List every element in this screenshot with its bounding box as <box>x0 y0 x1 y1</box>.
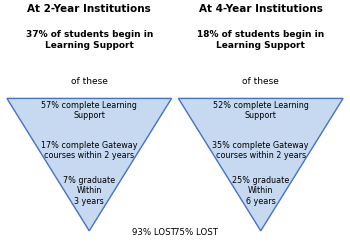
Polygon shape <box>7 98 172 231</box>
Text: 25% graduate
Within
6 years: 25% graduate Within 6 years <box>232 176 289 206</box>
Text: 93% LOST: 93% LOST <box>133 228 176 237</box>
Text: 57% complete Learning
Support: 57% complete Learning Support <box>41 101 137 120</box>
Text: of these: of these <box>71 77 108 86</box>
Text: 35% complete Gateway
courses within 2 years: 35% complete Gateway courses within 2 ye… <box>212 141 309 160</box>
Text: 17% complete Gateway
courses within 2 years: 17% complete Gateway courses within 2 ye… <box>41 141 138 160</box>
Text: At 4-Year Institutions: At 4-Year Institutions <box>199 4 323 14</box>
Text: At 2-Year Institutions: At 2-Year Institutions <box>27 4 151 14</box>
Text: of these: of these <box>242 77 279 86</box>
Text: 18% of students begin in
Learning Support: 18% of students begin in Learning Suppor… <box>197 30 324 50</box>
Text: 7% graduate
Within
3 years: 7% graduate Within 3 years <box>63 176 115 206</box>
Text: 37% of students begin in
Learning Support: 37% of students begin in Learning Suppor… <box>26 30 153 50</box>
Polygon shape <box>178 98 343 231</box>
Text: 75% LOST: 75% LOST <box>174 228 218 237</box>
Text: 52% complete Learning
Support: 52% complete Learning Support <box>213 101 309 120</box>
